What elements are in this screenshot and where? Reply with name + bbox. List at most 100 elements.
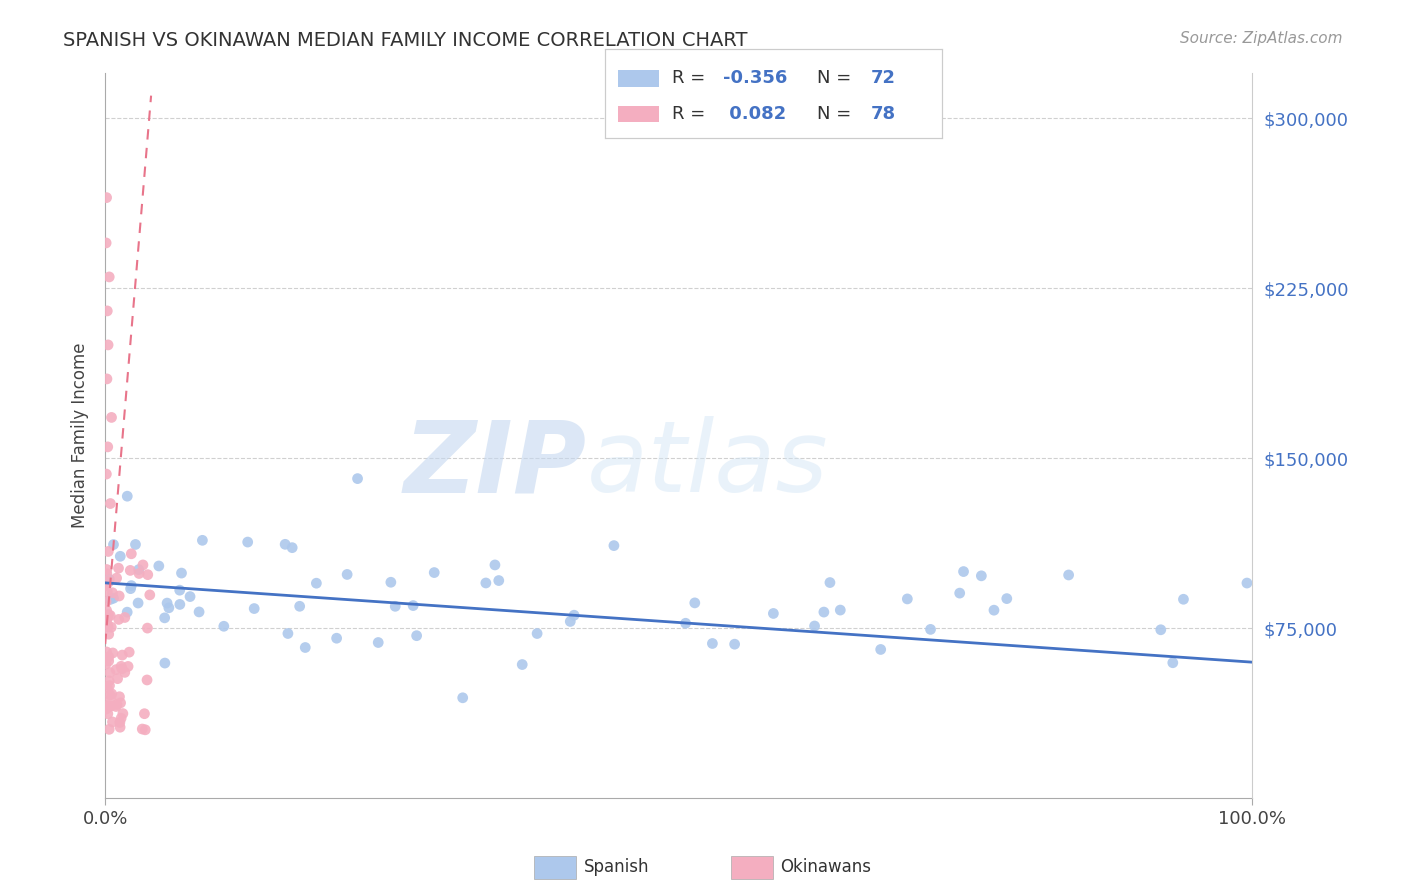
Point	[96, 372, 118, 386]
Text: Okinawans: Okinawans	[780, 858, 872, 876]
Point	[1173, 592, 1195, 607]
Point	[110, 549, 132, 564]
Point	[274, 537, 297, 551]
Point	[98, 665, 121, 680]
Text: 72: 72	[872, 70, 896, 87]
Point	[100, 410, 122, 425]
Point	[94, 615, 117, 629]
Point	[107, 561, 129, 575]
Point	[94, 578, 117, 592]
Point	[702, 636, 724, 650]
Point	[995, 591, 1018, 606]
Text: R =: R =	[672, 105, 711, 123]
Point	[156, 596, 179, 610]
Point	[212, 619, 235, 633]
Text: SPANISH VS OKINAWAN MEDIAN FAMILY INCOME CORRELATION CHART: SPANISH VS OKINAWAN MEDIAN FAMILY INCOME…	[63, 31, 748, 50]
Text: 78: 78	[872, 105, 896, 123]
Point	[169, 583, 191, 598]
Point	[98, 699, 121, 714]
Point	[1057, 568, 1080, 582]
Point	[120, 579, 142, 593]
Point	[110, 696, 132, 710]
Point	[170, 566, 193, 580]
Point	[1150, 623, 1173, 637]
Point	[405, 629, 427, 643]
Point	[117, 489, 139, 503]
Point	[94, 235, 117, 250]
Point	[952, 565, 974, 579]
Point	[127, 596, 149, 610]
Point	[100, 699, 122, 714]
Point	[869, 642, 891, 657]
Point	[124, 537, 146, 551]
Point	[97, 620, 120, 634]
Point	[104, 699, 127, 714]
Point	[100, 620, 122, 634]
Point	[103, 591, 125, 606]
Text: Source: ZipAtlas.com: Source: ZipAtlas.com	[1180, 31, 1343, 46]
Point	[153, 611, 176, 625]
Point	[96, 304, 118, 318]
Point	[111, 706, 134, 721]
Point	[336, 567, 359, 582]
Point	[803, 619, 825, 633]
Text: R =: R =	[672, 70, 711, 87]
Point	[101, 586, 124, 600]
Point	[136, 621, 159, 635]
Point	[94, 595, 117, 609]
Point	[131, 722, 153, 736]
Point	[118, 645, 141, 659]
Point	[108, 690, 131, 704]
Point	[949, 586, 972, 600]
Point	[94, 657, 117, 671]
Point	[970, 569, 993, 583]
Point	[603, 539, 626, 553]
Point	[139, 588, 162, 602]
Point	[451, 690, 474, 705]
Point	[96, 566, 118, 581]
Point	[288, 599, 311, 614]
Point	[294, 640, 316, 655]
Point	[98, 679, 121, 693]
Point	[111, 648, 134, 662]
Point	[96, 603, 118, 617]
Point	[423, 566, 446, 580]
Point	[380, 575, 402, 590]
Point	[675, 616, 697, 631]
Point	[488, 574, 510, 588]
Point	[96, 191, 118, 205]
Point	[108, 589, 131, 603]
Y-axis label: Median Family Income: Median Family Income	[72, 343, 89, 528]
Point	[305, 576, 328, 591]
Point	[920, 623, 942, 637]
Point	[120, 547, 142, 561]
Point	[98, 688, 121, 702]
Text: ZIP: ZIP	[404, 416, 586, 513]
Point	[818, 575, 841, 590]
Point	[560, 615, 582, 629]
Point	[97, 654, 120, 668]
Point	[683, 596, 706, 610]
Point	[107, 612, 129, 626]
Point	[136, 673, 159, 687]
Text: 0.082: 0.082	[723, 105, 786, 123]
Point	[157, 600, 180, 615]
Point	[108, 715, 131, 730]
Point	[96, 467, 118, 481]
Point	[128, 566, 150, 581]
Point	[96, 562, 118, 576]
Point	[128, 563, 150, 577]
Point	[97, 575, 120, 590]
Text: Spanish: Spanish	[583, 858, 650, 876]
Point	[98, 692, 121, 706]
Point	[120, 563, 142, 577]
Point	[98, 673, 121, 688]
Point	[108, 720, 131, 734]
Point	[346, 472, 368, 486]
Point	[97, 627, 120, 641]
Point	[134, 706, 156, 721]
Point	[94, 702, 117, 716]
Point	[1161, 656, 1184, 670]
Point	[1236, 576, 1258, 591]
Point	[277, 626, 299, 640]
